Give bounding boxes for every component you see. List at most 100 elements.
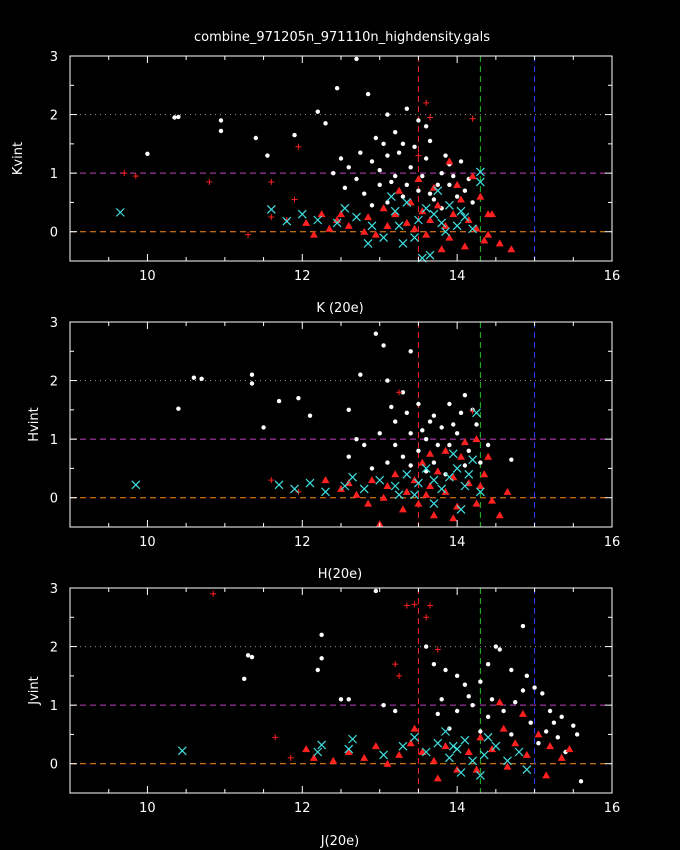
cross-stroke [452,464,462,473]
white-point [435,182,440,188]
cross-stroke [359,484,369,494]
red-triangle-point [422,230,431,238]
cyan-cross-point [402,469,412,479]
red-triangle-point [429,756,438,764]
white-point [485,442,491,448]
cyan-cross-point [464,469,474,479]
cross-stroke [290,484,299,494]
white-point [145,151,150,157]
cross-stroke [421,747,431,757]
white-point [338,156,344,161]
white-point [265,153,270,158]
cross-stroke [375,475,385,485]
red-triangle-point [302,745,311,753]
white-point [176,114,181,120]
cross-stroke [456,768,466,777]
white-point [296,395,301,401]
white-point [423,156,429,161]
white-point [377,431,382,436]
cross-stroke [394,490,404,500]
red-triangle-point [344,748,353,755]
white-point [385,153,390,158]
red-plus-point [287,754,294,761]
cross-stroke [429,209,439,219]
cyan-cross-point [332,218,342,228]
red-plus-point [411,601,418,608]
red-triangle-point [426,449,435,457]
x-tick-label: 10 [139,801,156,816]
white-point [443,667,448,673]
cyan-cross-point [390,481,400,491]
cross-stroke [313,747,323,757]
white-point [470,702,475,708]
x-tick-label: 14 [449,801,466,816]
cross-stroke [305,478,315,488]
white-point [447,442,452,448]
cyan-cross-point [266,205,276,214]
red-triangle-point [379,493,388,501]
white-point [574,732,580,737]
red-plus-point [396,672,403,679]
cross-stroke [460,212,470,222]
white-point [381,702,386,708]
white-point [276,398,282,404]
white-point [253,135,259,141]
red-triangle-point [383,482,392,489]
white-point [451,422,456,427]
red-triangle-point [309,230,318,238]
white-point [358,372,363,377]
cross-stroke [317,740,327,750]
red-triangle-point [371,742,380,750]
red-plus-point [427,114,434,121]
red-triangle-point [449,210,458,218]
cyan-cross-point [379,233,389,242]
cyan-cross-point [398,741,408,751]
cross-stroke [402,469,412,479]
cyan-cross-point [468,756,478,766]
white-point [218,128,224,134]
red-triangle-point [487,496,496,504]
red-triangle-point [453,180,462,188]
white-point [354,176,359,182]
red-triangle-point [464,748,473,755]
cyan-cross-point [394,221,404,231]
red-triangle-point [472,765,481,773]
red-triangle-point [495,239,504,247]
red-triangle-point [391,210,400,218]
cross-stroke [344,744,354,754]
red-triangle-point [445,233,454,241]
red-triangle-point [395,750,404,758]
red-triangle-point [433,774,442,782]
red-triangle-point [367,476,376,484]
red-plus-point [415,152,422,159]
white-point [362,442,367,448]
white-point [346,697,351,702]
white-point [323,121,328,126]
white-point [454,431,460,436]
red-triangle-point [426,482,435,489]
cross-stroke [340,203,350,213]
red-triangle-point [325,224,334,232]
white-point [412,144,417,149]
red-triangle-point [546,742,555,750]
x-axis-label: K (20e) [316,301,363,316]
white-point [509,667,514,673]
white-point [249,372,255,377]
white-point [462,682,468,687]
white-point [369,159,375,164]
white-point [431,197,437,202]
cross-stroke [348,472,358,482]
red-triangle-point [433,201,442,209]
red-triangle-point [476,733,485,741]
white-point [369,466,375,471]
white-point [292,132,297,138]
cross-stroke [321,487,330,497]
white-point [315,109,320,114]
white-point [520,623,526,629]
white-point [420,173,425,179]
cross-stroke [441,227,450,237]
red-triangle-point [406,739,415,747]
cross-stroke [475,177,485,187]
red-triangle-point [337,484,345,492]
white-point [458,410,464,415]
